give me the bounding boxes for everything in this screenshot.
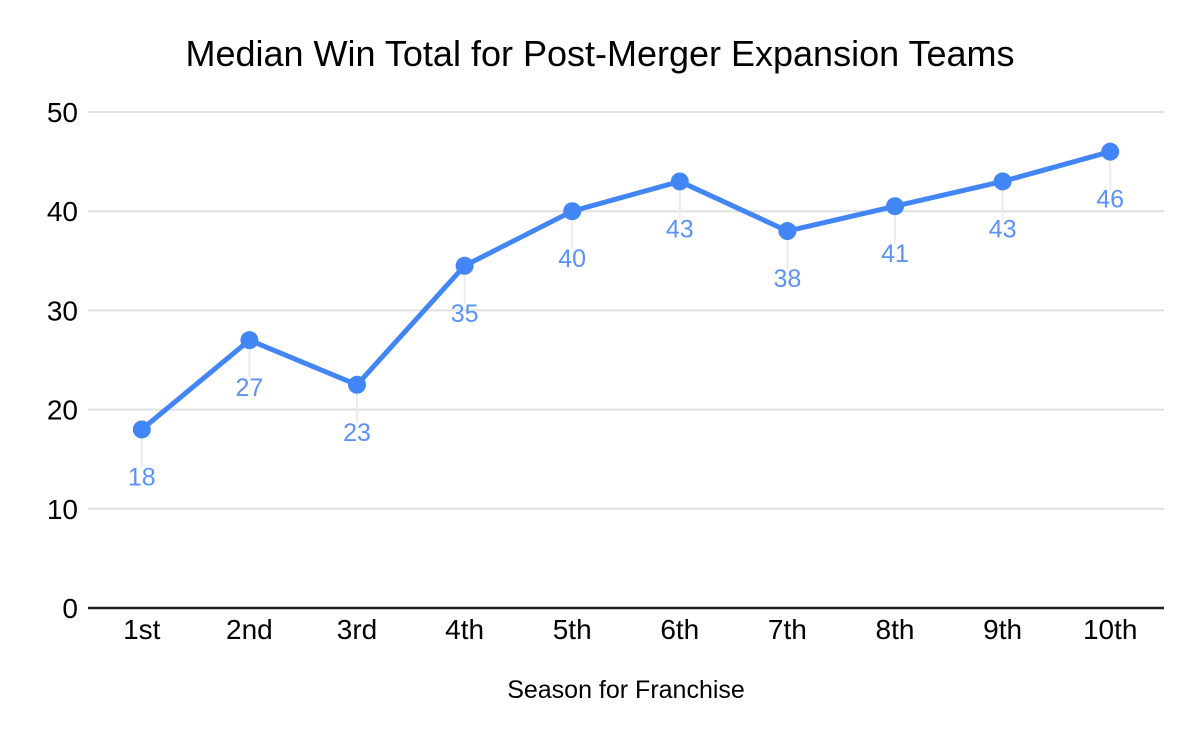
data-point-label: 40 (558, 245, 586, 273)
x-tick-label: 8th (876, 614, 915, 645)
x-tick-label: 4th (445, 614, 484, 645)
data-point (455, 256, 474, 275)
series-polyline (139, 149, 1113, 432)
data-point (1101, 142, 1120, 161)
y-tick-label: 0 (62, 593, 78, 624)
x-tick-label: 1st (123, 614, 161, 645)
gridlines (88, 111, 1164, 510)
y-tick-label: 40 (47, 196, 78, 227)
x-tick-label: 6th (660, 614, 699, 645)
y-tick-label: 50 (47, 97, 78, 128)
data-point-label: 23 (343, 419, 371, 447)
data-point (348, 375, 366, 394)
y-tick-label: 20 (47, 395, 78, 426)
data-point-label: 43 (666, 215, 694, 243)
data-point (563, 202, 582, 221)
data-point-label: 41 (881, 240, 909, 268)
data-point (670, 172, 689, 191)
y-tick-label: 10 (47, 494, 78, 525)
x-tick-label: 5th (553, 614, 592, 645)
x-tick-label: 7th (768, 614, 807, 645)
data-point (886, 197, 904, 216)
x-axis-title: Season for Franchise (507, 676, 745, 704)
data-point-label: 43 (989, 215, 1017, 243)
data-point-label: 46 (1096, 186, 1124, 214)
y-tick-label: 30 (47, 295, 78, 326)
series-line (139, 149, 1113, 432)
x-tick-label: 10th (1083, 614, 1138, 645)
data-point-label: 18 (128, 463, 156, 491)
x-tick-label: 2nd (226, 614, 273, 645)
data-point (778, 222, 797, 241)
data-points (132, 142, 1120, 439)
data-point-label: 27 (235, 374, 263, 402)
y-axis-tick-labels: 0 10 20 30 40 50 (47, 97, 78, 624)
x-axis-tick-labels: 1st 2nd 3rd 4th 5th 6th 7th 8th 9th 10th (123, 614, 1137, 645)
data-point (240, 331, 259, 350)
data-point (993, 172, 1012, 191)
data-point-label: 35 (451, 300, 479, 328)
data-point-labels: 18 27 23 35 40 43 38 41 43 46 (128, 186, 1124, 492)
data-point-label: 38 (773, 265, 801, 293)
x-tick-label: 9th (983, 614, 1022, 645)
x-tick-label: 3rd (337, 614, 377, 645)
chart-title: Median Win Total for Post-Merger Expansi… (185, 33, 1014, 74)
data-point (132, 420, 151, 439)
data-label-leader-lines (140, 160, 1112, 468)
